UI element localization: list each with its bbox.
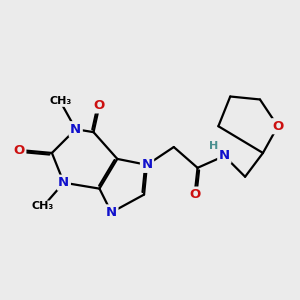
Text: N: N: [70, 123, 81, 136]
Text: N: N: [142, 158, 153, 171]
Text: O: O: [94, 99, 105, 112]
Text: O: O: [272, 120, 284, 133]
Text: O: O: [189, 188, 200, 201]
Text: CH₃: CH₃: [50, 96, 72, 106]
Text: N: N: [106, 206, 117, 219]
Text: CH₃: CH₃: [32, 202, 54, 212]
Text: H: H: [209, 141, 218, 152]
Text: O: O: [14, 143, 25, 157]
Text: N: N: [58, 176, 69, 189]
Text: N: N: [219, 149, 230, 162]
